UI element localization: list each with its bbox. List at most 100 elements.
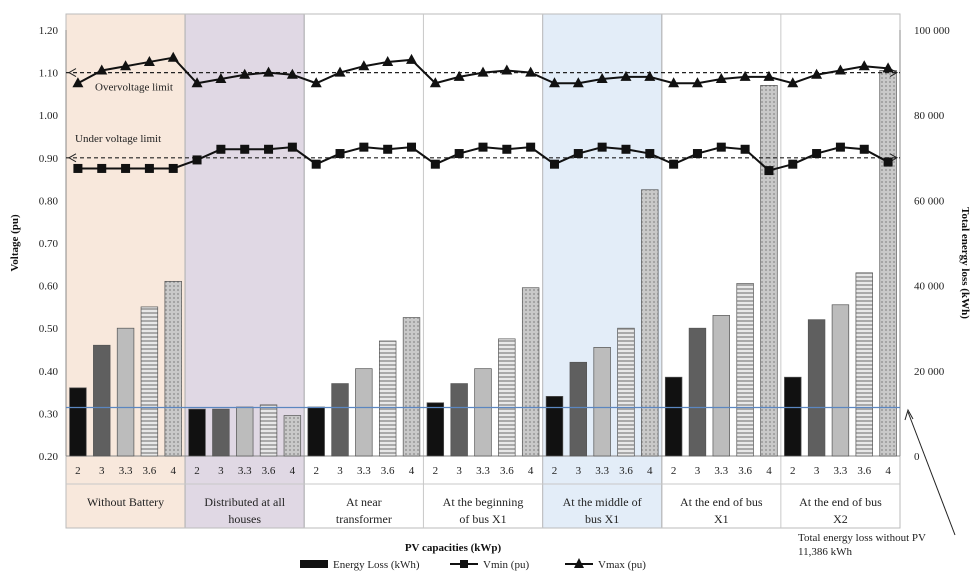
vmax-marker: [286, 68, 298, 79]
energy-loss-bar: [69, 387, 87, 457]
vmin-marker: [287, 142, 297, 152]
y2-axis-title: Total energy loss (kWh): [959, 207, 971, 319]
bars-layer: [69, 70, 897, 457]
vmin-marker: [311, 159, 321, 169]
vmin-marker: [549, 159, 559, 169]
vmax-marker: [191, 77, 203, 88]
vmin-marker: [835, 142, 845, 152]
vmax-marker: [477, 66, 489, 77]
group-label: Without Battery: [87, 495, 164, 509]
vmax-marker: [382, 55, 394, 66]
energy-loss-bar: [116, 327, 135, 457]
energy-loss-bar: [784, 376, 802, 457]
group-label: At the end of bus: [799, 495, 882, 509]
pv-level-label: 3: [814, 465, 820, 477]
x-axis-title: PV capacities (kWp): [405, 542, 502, 554]
vmin-marker: [621, 144, 631, 154]
group-label: At near: [346, 495, 382, 509]
y2-tick-label: 40 000: [914, 281, 945, 293]
energy-loss-bar: [641, 189, 659, 457]
reference-label: Under voltage limit: [75, 133, 161, 145]
vmax-marker: [215, 72, 227, 83]
legend-label: Vmin (pu): [483, 559, 529, 571]
vmax-marker: [548, 77, 560, 88]
y-tick-label: 0.80: [39, 195, 59, 207]
energy-loss-bar: [831, 304, 850, 457]
energy-loss-bar: [855, 272, 873, 457]
vmax-marker: [501, 64, 513, 75]
pv-level-label: 4: [885, 465, 891, 477]
y2-tick-label: 100 000: [914, 25, 950, 37]
vmin-marker: [97, 163, 107, 173]
vmin-marker: [478, 142, 488, 152]
vmin-marker: [788, 159, 798, 169]
vmax-marker: [167, 51, 179, 62]
energy-loss-bar: [521, 287, 540, 457]
y-tick-label: 0.30: [39, 408, 59, 420]
energy-loss-bar: [426, 402, 445, 457]
vmax-marker: [453, 70, 465, 81]
vmax-marker: [572, 77, 584, 88]
pv-level-label: 3: [576, 465, 582, 477]
pv-level-label: 3: [695, 465, 701, 477]
pv-level-label: 2: [433, 465, 439, 477]
vmin-marker: [192, 155, 202, 165]
vmax-marker: [406, 53, 418, 64]
vmax-marker: [596, 72, 608, 83]
labels-layer: 0.20 0.30 0.40 0.50 0.60 0.70 0.80 0.90 1.00 1.10…: [9, 25, 971, 571]
energy-loss-bar: [355, 368, 373, 457]
group-label: houses: [228, 512, 261, 526]
vmax-marker: [525, 66, 537, 77]
pv-level-label: 3.3: [119, 465, 133, 477]
vmin-marker: [144, 163, 154, 173]
energy-loss-bar: [498, 338, 516, 457]
energy-loss-bar: [736, 283, 754, 457]
group-label: bus X1: [585, 512, 619, 526]
y-tick-label: 1.10: [39, 68, 59, 80]
y2-tick-label: 20 000: [914, 366, 945, 378]
vmax-marker: [668, 77, 680, 88]
vmax-marker: [882, 62, 894, 73]
pv-level-label: 4: [766, 465, 772, 477]
vmin-marker: [121, 163, 131, 173]
vmax-marker: [715, 72, 727, 83]
pv-level-label: 3.3: [714, 465, 728, 477]
energy-loss-bar: [188, 408, 206, 457]
pv-level-label: 3.6: [738, 465, 752, 477]
vmin-marker: [168, 163, 178, 173]
energy-loss-bar: [259, 404, 278, 457]
vmin-marker: [240, 144, 250, 154]
group-label: At the middle of: [563, 495, 642, 509]
legend-marker-vmax: [574, 558, 584, 568]
group-label: X1: [714, 512, 729, 526]
pv-level-label: 2: [790, 465, 796, 477]
reference-arrow: [67, 153, 77, 163]
pv-level-label: 3.3: [834, 465, 848, 477]
group-label: of bus X1: [459, 512, 506, 526]
pv-level-label: 2: [313, 465, 319, 477]
energy-loss-bar: [569, 361, 588, 457]
vmin-marker: [859, 144, 869, 154]
vmax-marker: [763, 70, 775, 81]
legend-marker-vmin: [460, 560, 468, 568]
pv-level-label: 3.3: [357, 465, 371, 477]
y-tick-label: 1.20: [39, 25, 59, 37]
group-label: Distributed at all: [204, 495, 285, 509]
energy-loss-bar: [164, 280, 182, 457]
vmax-marker: [620, 70, 632, 81]
energy-loss-bar: [664, 376, 683, 457]
pv-level-label: 4: [409, 465, 415, 477]
vmin-marker: [669, 159, 679, 169]
energy-loss-bar: [712, 315, 730, 457]
vmax-marker: [334, 66, 346, 77]
energy-loss-bar: [140, 306, 159, 457]
baseline-annotation: Total energy loss without PV: [798, 532, 926, 544]
pv-level-label: 3.3: [238, 465, 252, 477]
y2-tick-label: 60 000: [914, 195, 945, 207]
vmin-marker: [335, 149, 345, 159]
pv-level-label: 3.6: [381, 465, 395, 477]
energy-loss-bar: [474, 368, 492, 457]
pv-level-label: 4: [170, 465, 176, 477]
y-tick-label: 0.20: [39, 451, 59, 463]
